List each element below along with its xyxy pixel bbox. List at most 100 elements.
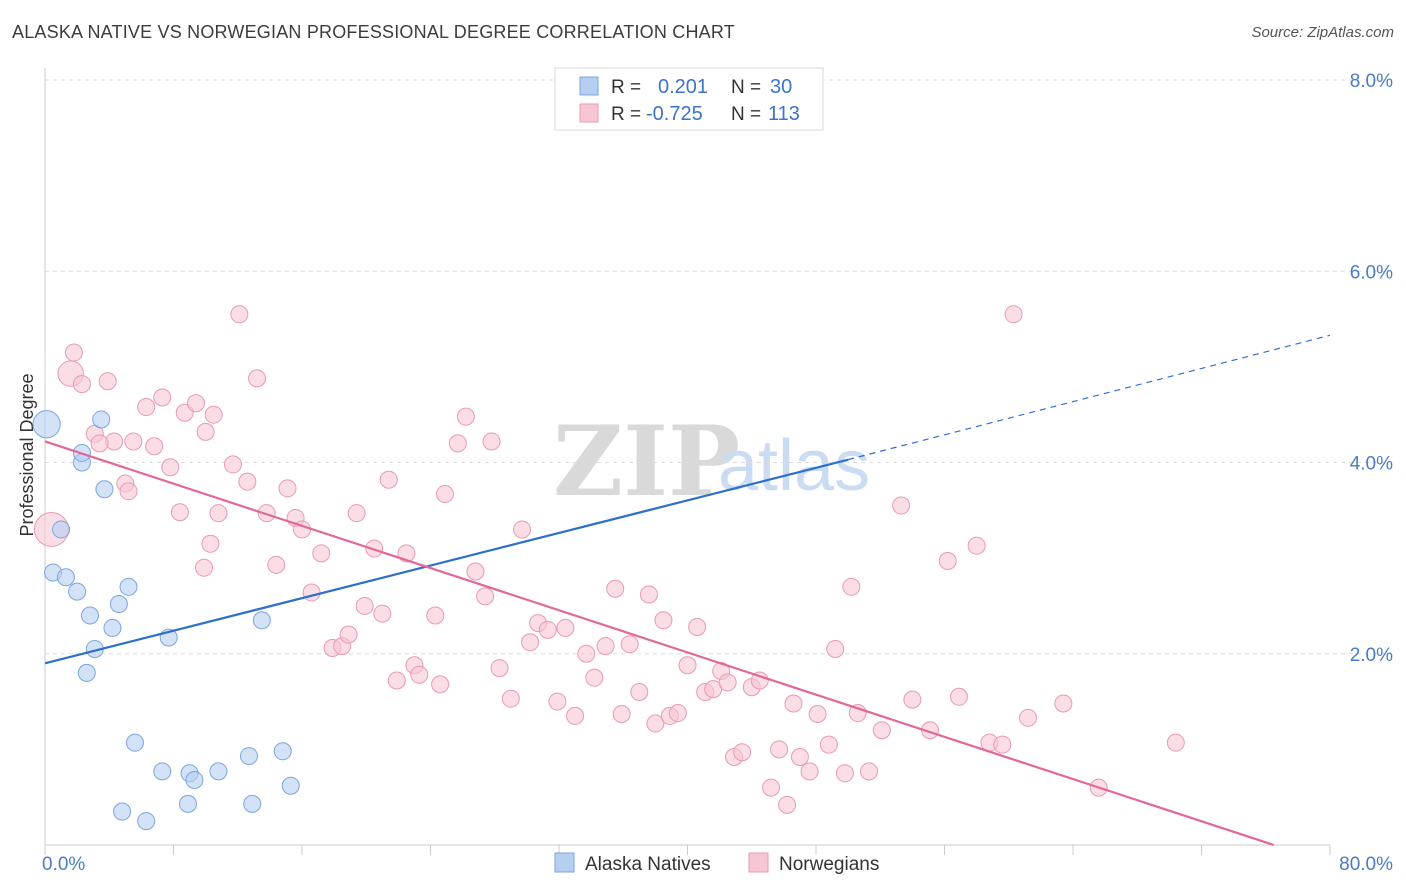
source-label: Source: ZipAtlas.com xyxy=(1251,24,1394,41)
legend-label-alaska-natives: Alaska Natives xyxy=(585,854,711,875)
data-point-norwegians xyxy=(577,644,596,663)
data-point-norwegians xyxy=(153,388,172,407)
data-point-norwegians xyxy=(612,704,631,723)
data-point-norwegians xyxy=(639,585,658,604)
data-point-alaska-natives xyxy=(137,812,156,831)
data-point-norwegians xyxy=(548,692,567,711)
data-point-alaska-natives xyxy=(80,606,99,625)
data-point-alaska-natives xyxy=(119,577,138,596)
data-point-alaska-natives xyxy=(125,733,144,752)
legend-n-label-pink: N = xyxy=(731,104,761,125)
data-point-norwegians xyxy=(72,375,91,394)
data-point-norwegians xyxy=(1054,694,1073,713)
y-tick-label: 2.0% xyxy=(1350,645,1393,666)
series-norwegians xyxy=(33,305,1185,814)
data-point-norwegians xyxy=(267,555,286,574)
data-point-norwegians xyxy=(808,704,827,723)
data-point-norwegians xyxy=(826,639,845,658)
legend-r-value-blue: 0.201 xyxy=(658,76,708,98)
data-point-norwegians xyxy=(98,372,117,391)
data-point-norwegians xyxy=(466,562,485,581)
data-point-norwegians xyxy=(784,694,803,713)
data-point-norwegians xyxy=(872,721,891,740)
data-point-alaska-natives xyxy=(239,747,258,766)
data-point-norwegians xyxy=(842,577,861,596)
data-point-norwegians xyxy=(1166,733,1185,752)
legend-n-label-blue: N = xyxy=(731,77,761,98)
data-point-norwegians xyxy=(186,394,205,413)
data-point-norwegians xyxy=(800,762,819,781)
data-point-norwegians xyxy=(230,305,249,324)
data-point-norwegians xyxy=(124,432,143,451)
legend-label-norwegians: Norwegians xyxy=(779,854,879,875)
legend-n-value-pink: 113 xyxy=(768,103,800,125)
data-point-norwegians xyxy=(161,458,180,477)
data-point-norwegians xyxy=(431,675,450,694)
data-point-alaska-natives xyxy=(103,618,122,637)
data-point-norwegians xyxy=(209,504,228,523)
data-point-norwegians xyxy=(426,606,445,625)
data-point-norwegians xyxy=(476,587,495,606)
data-point-alaska-natives xyxy=(32,410,61,439)
watermark: ZIP atlas xyxy=(553,405,870,518)
legend-r-label-blue: R = xyxy=(611,77,641,98)
data-point-norwegians xyxy=(482,432,501,451)
data-point-norwegians xyxy=(501,689,520,708)
data-point-norwegians xyxy=(410,665,429,684)
y-tick-labels: 2.0% 4.0% 6.0% 8.0% xyxy=(1350,71,1393,666)
data-point-norwegians xyxy=(448,434,467,453)
data-point-norwegians xyxy=(397,544,416,563)
data-point-norwegians xyxy=(90,434,109,453)
data-point-norwegians xyxy=(949,687,968,706)
legend-swatch-alaska-natives xyxy=(554,852,575,873)
data-point-alaska-natives xyxy=(178,794,197,813)
data-point-alaska-natives xyxy=(243,794,262,813)
trend-line-alaska-natives-extension xyxy=(847,334,1331,461)
axes xyxy=(44,68,1331,855)
data-point-norwegians xyxy=(620,635,639,654)
data-point-norwegians xyxy=(170,503,189,522)
data-point-norwegians xyxy=(137,398,156,417)
legend-swatch-blue xyxy=(579,76,599,96)
data-point-norwegians xyxy=(993,735,1012,754)
data-point-norwegians xyxy=(387,671,406,690)
x-tick-labels: 0.0% 80.0% xyxy=(42,854,1393,875)
data-point-norwegians xyxy=(688,617,707,636)
data-point-norwegians xyxy=(490,659,509,678)
data-point-norwegians xyxy=(248,369,267,388)
data-point-norwegians xyxy=(456,407,475,426)
data-point-norwegians xyxy=(903,690,922,709)
data-point-norwegians xyxy=(819,735,838,754)
legend-n-value-blue: 30 xyxy=(770,76,792,98)
data-point-norwegians xyxy=(835,764,854,783)
grid-lines xyxy=(45,79,1390,655)
data-point-norwegians xyxy=(223,455,242,474)
data-point-norwegians xyxy=(762,778,781,797)
data-point-norwegians xyxy=(566,706,585,725)
data-point-alaska-natives xyxy=(281,776,300,795)
legend-swatch-pink xyxy=(579,103,599,123)
data-point-norwegians xyxy=(119,482,138,501)
trend-lines xyxy=(44,334,1331,847)
data-point-norwegians xyxy=(339,625,358,644)
data-point-norwegians xyxy=(733,743,752,762)
data-point-norwegians xyxy=(770,740,789,759)
data-point-norwegians xyxy=(373,604,392,623)
data-point-norwegians xyxy=(435,485,454,504)
data-point-norwegians xyxy=(379,470,398,489)
data-point-alaska-natives xyxy=(252,611,271,630)
data-point-alaska-natives xyxy=(209,762,228,781)
data-point-norwegians xyxy=(355,596,374,615)
x-tick-label-max: 80.0% xyxy=(1339,854,1393,875)
trend-line-norwegians xyxy=(44,440,1275,847)
watermark-atlas: atlas xyxy=(718,426,870,506)
data-point-alaska-natives xyxy=(77,663,96,682)
data-point-alaska-natives xyxy=(92,410,111,429)
y-tick-label: 8.0% xyxy=(1350,71,1393,92)
data-point-norwegians xyxy=(521,633,540,652)
data-point-norwegians xyxy=(750,671,769,690)
data-point-norwegians xyxy=(646,714,665,733)
data-point-norwegians xyxy=(196,422,215,441)
y-tick-label: 4.0% xyxy=(1350,454,1393,475)
